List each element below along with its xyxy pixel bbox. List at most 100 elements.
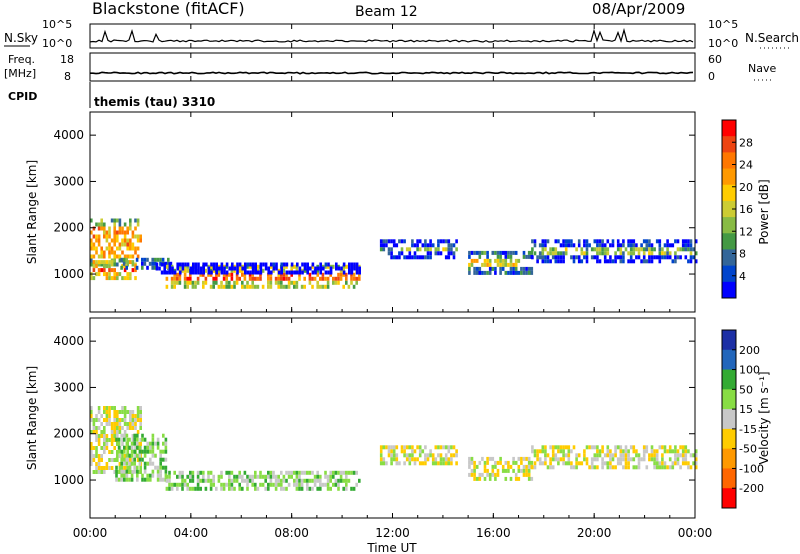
- data-cell: [251, 270, 255, 275]
- data-cell: [562, 243, 565, 248]
- data-cell: [108, 242, 111, 247]
- data-cell: [313, 478, 317, 483]
- nave-label: Nave: [748, 62, 776, 75]
- data-cell: [411, 255, 414, 260]
- data-cell: [400, 449, 404, 454]
- data-cell: [181, 486, 184, 491]
- data-cell: [113, 430, 116, 434]
- data-cell: [269, 272, 273, 277]
- data-cell: [541, 243, 545, 248]
- data-cell: [473, 464, 476, 469]
- data-cell: [622, 243, 625, 248]
- data-cell: [146, 445, 149, 450]
- data-cell: [225, 270, 229, 275]
- data-cell: [293, 284, 296, 289]
- data-cell: [306, 270, 309, 275]
- data-cell: [538, 255, 542, 260]
- data-cell: [222, 284, 226, 289]
- data-cell: [128, 465, 131, 470]
- range-tick-label: 3000: [53, 174, 84, 188]
- data-cell: [100, 226, 103, 231]
- data-cell: [103, 268, 106, 273]
- data-cell: [151, 261, 154, 266]
- data-cell: [170, 482, 174, 487]
- data-cell: [655, 449, 659, 454]
- data-cell: [225, 264, 228, 269]
- data-cell: [666, 251, 669, 256]
- data-cell: [95, 454, 98, 458]
- data-cell: [468, 262, 471, 267]
- data-cell: [598, 239, 602, 244]
- data-cell: [129, 254, 132, 259]
- data-cell: [622, 259, 625, 264]
- data-cell: [170, 280, 174, 285]
- data-cell: [298, 482, 301, 487]
- data-cell: [424, 243, 427, 248]
- data-cell: [204, 478, 208, 483]
- data-cell: [298, 272, 301, 277]
- data-cell: [176, 262, 179, 267]
- data-cell: [546, 465, 550, 470]
- data-cell: [105, 246, 109, 251]
- data-cell: [149, 445, 152, 450]
- data-cell: [282, 474, 286, 479]
- data-cell: [577, 255, 581, 260]
- data-cell: [609, 259, 612, 264]
- data-cell: [455, 453, 458, 458]
- data-cell: [105, 434, 109, 438]
- data-cell: [452, 251, 456, 256]
- data-cell: [202, 270, 205, 275]
- data-cell: [674, 255, 677, 260]
- data-cell: [280, 470, 283, 475]
- data-cell: [619, 449, 623, 454]
- data-cell: [337, 470, 340, 475]
- data-cell: [110, 466, 114, 470]
- data-cell: [238, 268, 241, 273]
- data-cell: [339, 272, 343, 277]
- data-cell: [136, 437, 139, 442]
- data-cell: [220, 470, 223, 475]
- data-cell: [168, 470, 171, 475]
- data-cell: [209, 478, 213, 483]
- data-cell: [687, 243, 690, 248]
- data-cell: [236, 266, 239, 271]
- data-cell: [473, 270, 476, 275]
- data-cell: [222, 276, 226, 281]
- data-cell: [614, 251, 617, 256]
- data-cell: [122, 261, 126, 266]
- data-cell: [95, 418, 98, 422]
- data-cell: [681, 243, 685, 248]
- data-cell: [619, 453, 623, 458]
- data-cell: [261, 474, 265, 479]
- data-cell: [658, 251, 662, 256]
- data-cell: [90, 246, 93, 251]
- data-cell: [324, 276, 327, 281]
- data-cell: [197, 270, 200, 275]
- data-cell: [118, 418, 122, 422]
- colorbar-swatch: [722, 168, 736, 186]
- data-cell: [288, 270, 291, 275]
- data-cell: [116, 230, 119, 235]
- data-cell: [392, 457, 396, 462]
- data-cell: [164, 457, 168, 462]
- data-cell: [666, 449, 669, 454]
- data-cell: [416, 457, 419, 462]
- data-cell: [264, 486, 267, 491]
- data-cell: [134, 218, 137, 223]
- data-cell: [108, 406, 111, 410]
- data-cell: [475, 250, 479, 255]
- data-cell: [437, 243, 440, 248]
- data-cell: [125, 453, 129, 458]
- data-cell: [562, 259, 565, 264]
- data-cell: [345, 486, 348, 491]
- data-cell: [194, 270, 198, 275]
- data-cell: [345, 264, 348, 269]
- colorbar-tick-label: -200: [739, 482, 764, 495]
- data-cell: [164, 441, 168, 446]
- data-cell: [390, 239, 393, 244]
- data-cell: [531, 239, 534, 244]
- data-cell: [473, 258, 476, 263]
- data-cell: [557, 461, 560, 466]
- data-cell: [522, 468, 526, 473]
- data-cell: [679, 247, 682, 252]
